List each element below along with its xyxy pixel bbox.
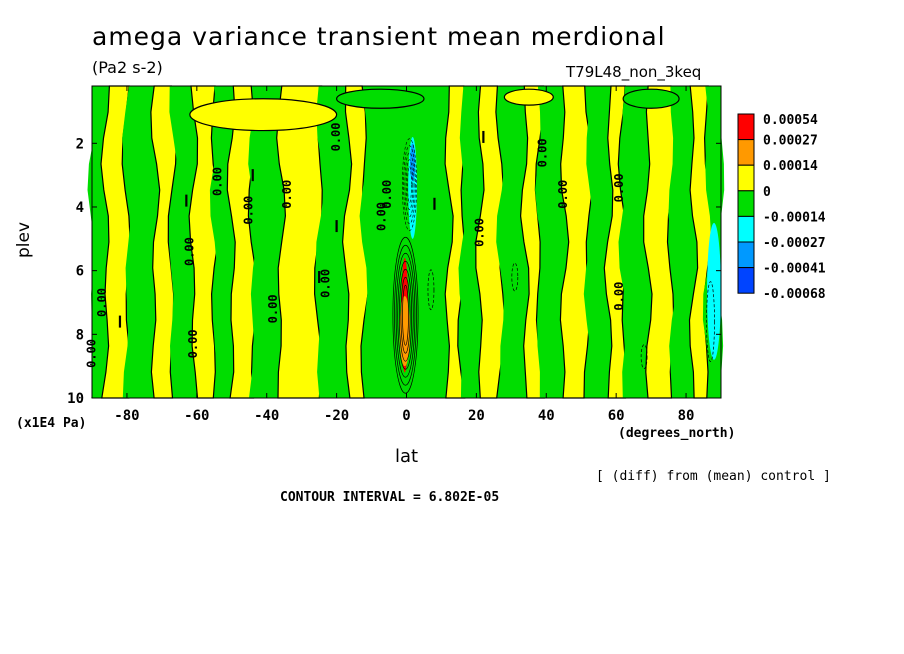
- contour-patch: [622, 88, 680, 109]
- contour-label: 0.00: [210, 167, 224, 196]
- contour-label: 0.00: [612, 282, 626, 311]
- contour-band: [359, 86, 397, 398]
- x-tick-label: 40: [538, 408, 555, 424]
- contour-line: [511, 262, 519, 292]
- colorbar-swatch: [737, 215, 755, 243]
- contour-interval: CONTOUR INTERVAL = 6.802E-05: [280, 490, 500, 505]
- contour-patch: [189, 98, 338, 132]
- x-tick-label: 0: [402, 408, 410, 424]
- contour-line: [395, 252, 416, 378]
- colorbar-label: -0.00014: [763, 210, 826, 225]
- contour-line: [397, 260, 414, 370]
- contour-line: [401, 138, 417, 231]
- contour-label: 0.00: [186, 329, 200, 358]
- chart-title: amega variance transient mean merdional: [92, 22, 666, 51]
- contour-lines: [118, 130, 715, 394]
- colorbar-label: -0.00068: [763, 287, 826, 302]
- contour-label: 0.00: [95, 288, 109, 317]
- contour-line: [402, 284, 409, 346]
- colorbar-legend: 0.00054 0.00027 0.00014 0 -0.00014 -0.00027 -0…: [737, 113, 826, 302]
- contour-label: 0.00: [280, 180, 294, 209]
- y-axis-title: plev: [14, 221, 34, 258]
- contour-labels: 0.000.000.000.000.000.000.000.000.000.00…: [84, 122, 626, 367]
- colorbar-swatch: [737, 164, 755, 192]
- contour-line: [403, 145, 416, 224]
- contour-band: [458, 86, 485, 398]
- contour-line: [392, 236, 419, 394]
- contour-label: 0.00: [472, 218, 486, 247]
- colorbar-swatch: [737, 139, 755, 166]
- contour-line: [404, 152, 415, 217]
- contour-label: 0.00: [329, 122, 343, 151]
- contour-label: 0.00: [612, 173, 626, 202]
- colorbar-swatch: [737, 267, 755, 294]
- colorbar-swatch: [737, 113, 755, 141]
- contour-band: [248, 86, 286, 398]
- contour-band: [315, 86, 352, 398]
- x-axis-title: lat: [395, 446, 419, 467]
- contour-label: 0.00: [375, 202, 389, 231]
- contour-band: [618, 86, 653, 398]
- contour-line: [405, 159, 414, 210]
- y-tick-label: 10: [67, 391, 84, 407]
- contour-line: [398, 268, 413, 362]
- x-tick-label: 80: [678, 408, 695, 424]
- contour-band: [416, 86, 453, 398]
- colorbar-label: 0.00027: [763, 134, 818, 149]
- colorbar-label: -0.00041: [763, 262, 826, 277]
- anomaly-patch: [399, 296, 410, 367]
- y-tick-label: 4: [76, 200, 84, 216]
- contour-patch: [503, 88, 554, 106]
- contour-line: [400, 276, 411, 354]
- contour-band: [535, 86, 568, 398]
- x-tick-label: -60: [184, 408, 209, 424]
- contour-band: [168, 86, 198, 398]
- x-tick-label: 60: [608, 408, 625, 424]
- colorbar-label: -0.00027: [763, 236, 826, 251]
- contour-label: 0.00: [556, 180, 570, 209]
- contour-band: [496, 86, 530, 398]
- anomaly-patch: [409, 143, 416, 182]
- diff-note: [ (diff) from (mean) control ]: [596, 469, 831, 484]
- x-axis: -80 -60 -40 -20 0 20 40 60 80: [114, 86, 694, 424]
- x-tick-label: -80: [114, 408, 139, 424]
- contour-label: 0.00: [242, 196, 256, 225]
- colorbar-label: 0.00054: [763, 113, 818, 128]
- y-axis-unit: (x1E4 Pa): [16, 416, 87, 431]
- contour-label: 0.00: [182, 237, 196, 266]
- y-axis: 2 4 6 8 10: [67, 136, 721, 407]
- contour-band: [122, 86, 160, 398]
- contour-label: 0.00: [319, 269, 333, 298]
- anomaly-patch: [707, 222, 721, 360]
- contour-line: [706, 281, 715, 362]
- x-tick-label: -20: [324, 408, 349, 424]
- contour-patch: [336, 88, 425, 109]
- contour-label: 0.00: [535, 138, 549, 167]
- contour-line: [427, 269, 435, 311]
- colorbar-label: 0.00014: [763, 159, 818, 174]
- contour-label: 0.00: [84, 339, 98, 368]
- plot-area: [87, 85, 725, 399]
- chart-units: (Pa2 s-2): [92, 58, 163, 77]
- colorbar-swatch: [737, 241, 755, 269]
- y-tick-label: 8: [76, 327, 84, 343]
- contour-label: 0.00: [380, 180, 394, 209]
- run-label: T79L48_non_3keq: [566, 63, 702, 81]
- y-tick-label: 2: [76, 136, 84, 152]
- x-axis-unit: (degrees_north): [618, 426, 736, 441]
- colorbar-swatch: [737, 190, 755, 217]
- contour-label: 0.00: [266, 294, 280, 323]
- contour-band: [276, 85, 323, 399]
- contour-line: [407, 166, 412, 203]
- y-tick-label: 6: [76, 264, 84, 280]
- x-tick-label: 20: [468, 408, 485, 424]
- contour-band: [583, 86, 614, 398]
- x-tick-label: -40: [254, 408, 279, 424]
- colorbar-label: 0: [763, 185, 771, 200]
- contour-line: [394, 244, 417, 386]
- contour-line: [640, 344, 648, 369]
